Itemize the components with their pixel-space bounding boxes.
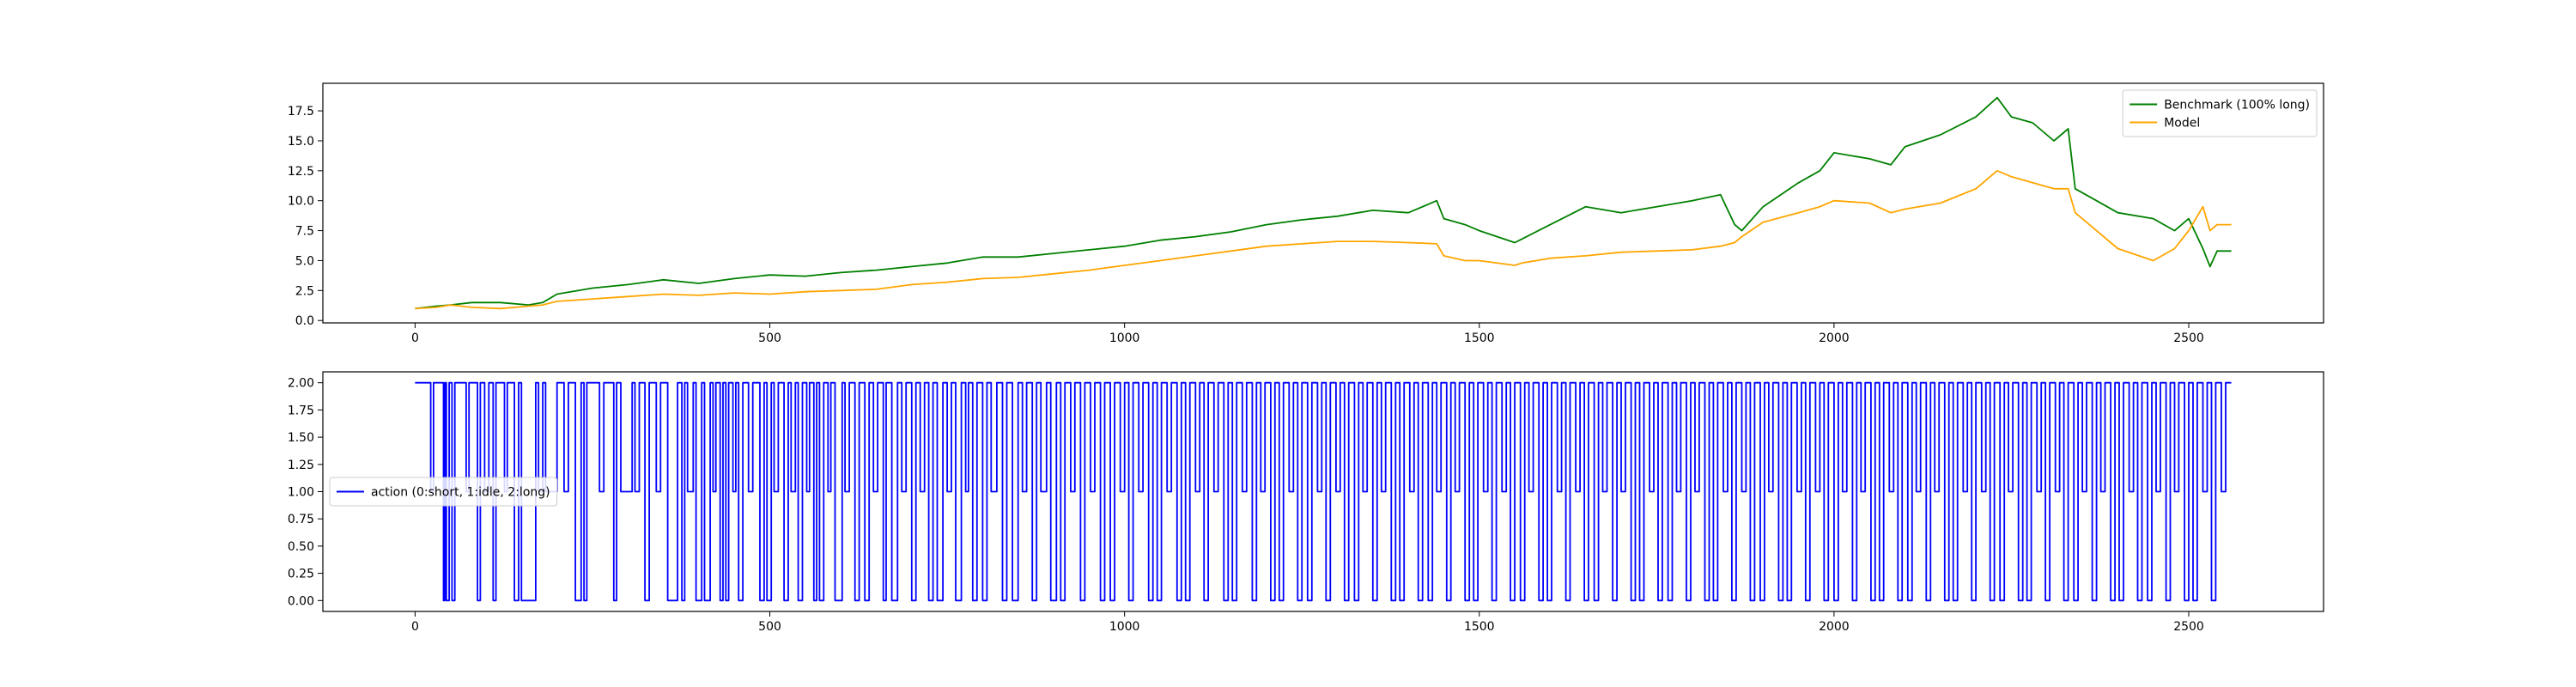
y-tick-label: 1.00 xyxy=(288,486,314,500)
y-tick-label: 1.25 xyxy=(288,459,314,472)
price-x-ticks: 0 500 1000 1500 2000 2500 xyxy=(411,323,2204,345)
y-tick-label: 0.50 xyxy=(288,540,314,554)
y-tick-label: 10.0 xyxy=(288,195,314,209)
price-chart-panel: 0 500 1000 1500 2000 2500 0.0 2.5 5.0 7.5 10.0 12.… xyxy=(288,82,2324,345)
y-tick-label: 7.5 xyxy=(295,225,314,239)
x-tick-label: 1500 xyxy=(1464,620,1495,634)
price-legend: Benchmark (100% long) Model xyxy=(2122,89,2318,137)
x-tick-label: 500 xyxy=(758,331,781,345)
action-legend-box xyxy=(329,477,558,507)
x-tick-label: 2000 xyxy=(1819,331,1850,345)
action-chart-panel: 0 500 1000 1500 2000 2500 0.00 0.25 0.50 0.75 1.0… xyxy=(288,371,2324,634)
price-legend-box xyxy=(2122,89,2318,137)
x-tick-label: 1000 xyxy=(1109,620,1140,634)
y-tick-label: 12.5 xyxy=(288,165,314,179)
x-tick-label: 1000 xyxy=(1109,331,1140,345)
x-tick-label: 500 xyxy=(758,620,781,634)
y-tick-label: 0.25 xyxy=(288,568,314,581)
legend-label-model: Model xyxy=(2164,117,2200,131)
x-tick-label: 0 xyxy=(411,620,419,634)
y-tick-label: 1.50 xyxy=(288,431,314,445)
x-tick-label: 0 xyxy=(411,331,419,345)
action-legend: action (0:short, 1:idle, 2:long) xyxy=(329,477,558,507)
y-tick-label: 1.75 xyxy=(288,404,314,417)
action-series-layer xyxy=(415,381,2232,602)
series-line-action-0-short-1-idle-2-long xyxy=(415,381,2232,602)
x-tick-label: 2500 xyxy=(2173,620,2204,634)
y-tick-label: 0.0 xyxy=(295,314,314,328)
series-line-model xyxy=(415,169,2232,310)
price-series-layer xyxy=(415,96,2232,310)
legend-label-action: action (0:short, 1:idle, 2:long) xyxy=(371,486,550,500)
y-tick-label: 15.0 xyxy=(288,135,314,149)
y-tick-label: 2.5 xyxy=(295,284,314,298)
series-line-benchmark-100-long xyxy=(415,96,2232,310)
y-tick-label: 17.5 xyxy=(288,105,314,119)
price-chart-frame xyxy=(322,82,2324,324)
x-tick-label: 2000 xyxy=(1819,620,1850,634)
price-y-ticks: 0.0 2.5 5.0 7.5 10.0 12.5 15.0 17.5 xyxy=(288,105,323,328)
action-x-ticks: 0 500 1000 1500 2000 2500 xyxy=(411,611,2204,634)
y-tick-label: 0.00 xyxy=(288,594,314,608)
y-tick-label: 2.00 xyxy=(288,377,314,391)
legend-label-benchmark: Benchmark (100% long) xyxy=(2164,99,2310,112)
y-tick-label: 0.75 xyxy=(288,513,314,526)
action-y-ticks: 0.00 0.25 0.50 0.75 1.00 1.25 1.50 1.75 2.00 xyxy=(288,377,323,608)
y-tick-label: 5.0 xyxy=(295,254,314,268)
x-tick-label: 1500 xyxy=(1464,331,1495,345)
x-tick-label: 2500 xyxy=(2173,331,2204,345)
